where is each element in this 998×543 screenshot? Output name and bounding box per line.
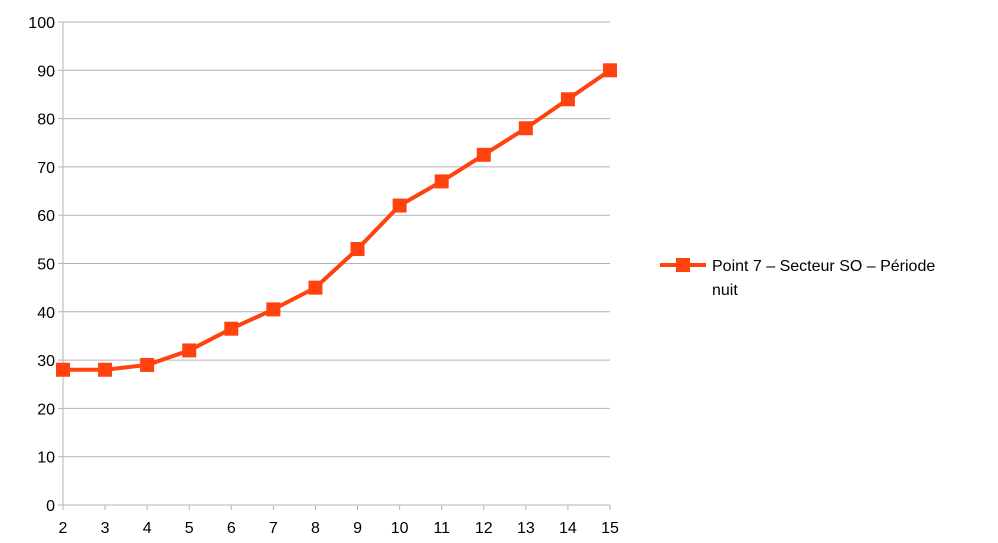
x-tick-label: 2	[59, 520, 68, 537]
x-tick-label: 8	[311, 520, 320, 537]
x-tick-label: 6	[227, 520, 236, 537]
axes	[58, 21, 611, 510]
y-tick-labels: 0 10 20 30 40 50 60 70 80 90 100	[28, 15, 55, 515]
x-tick-label: 15	[601, 520, 619, 537]
gridlines	[63, 21, 610, 458]
x-tick-label: 4	[143, 520, 152, 537]
y-tick-label: 30	[37, 353, 55, 370]
data-point	[434, 174, 449, 189]
data-point	[518, 121, 533, 136]
data-point	[308, 280, 323, 295]
data-point	[56, 362, 70, 377]
data-point	[224, 321, 239, 336]
y-tick-label: 40	[37, 305, 55, 322]
x-tick-label: 13	[517, 520, 535, 537]
x-tick-label: 11	[433, 520, 450, 537]
data-point	[182, 343, 197, 358]
legend-label-line-1: Point 7 – Secteur SO – Période	[712, 258, 935, 275]
y-tick-label: 70	[37, 160, 55, 177]
data-point	[266, 302, 281, 317]
data-point	[603, 63, 617, 78]
y-tick-label: 0	[46, 498, 55, 515]
series-line-0	[61, 68, 612, 372]
x-tick-label: 9	[353, 520, 362, 537]
x-tick-label: 14	[559, 520, 577, 537]
y-tick-label: 80	[37, 112, 55, 129]
legend: Point 7 – Secteur SO – Période nuit	[660, 258, 935, 299]
y-tick-label: 60	[37, 208, 55, 225]
legend-marker-swatch	[676, 258, 690, 272]
x-tick-label: 5	[185, 520, 194, 537]
data-point	[476, 147, 491, 162]
data-point	[98, 362, 113, 377]
data-point	[350, 242, 365, 257]
x-tick-label: 12	[475, 520, 493, 537]
data-point	[560, 92, 575, 107]
legend-label-line-2: nuit	[712, 282, 738, 299]
y-tick-label: 100	[28, 15, 55, 32]
x-tick-label: 7	[269, 520, 278, 537]
data-point	[140, 357, 155, 372]
y-tick-label: 90	[37, 63, 55, 80]
y-tick-label: 10	[37, 450, 55, 467]
data-point	[392, 198, 407, 213]
y-tick-label: 20	[37, 401, 55, 418]
x-tick-label: 10	[391, 520, 409, 537]
x-tick-labels: 2 3 4 5 6 7 8 9 10 11 12 13 14 15	[59, 520, 619, 537]
x-tick-label: 3	[101, 520, 110, 537]
series-layer	[56, 63, 617, 377]
y-tick-label: 50	[37, 257, 55, 274]
